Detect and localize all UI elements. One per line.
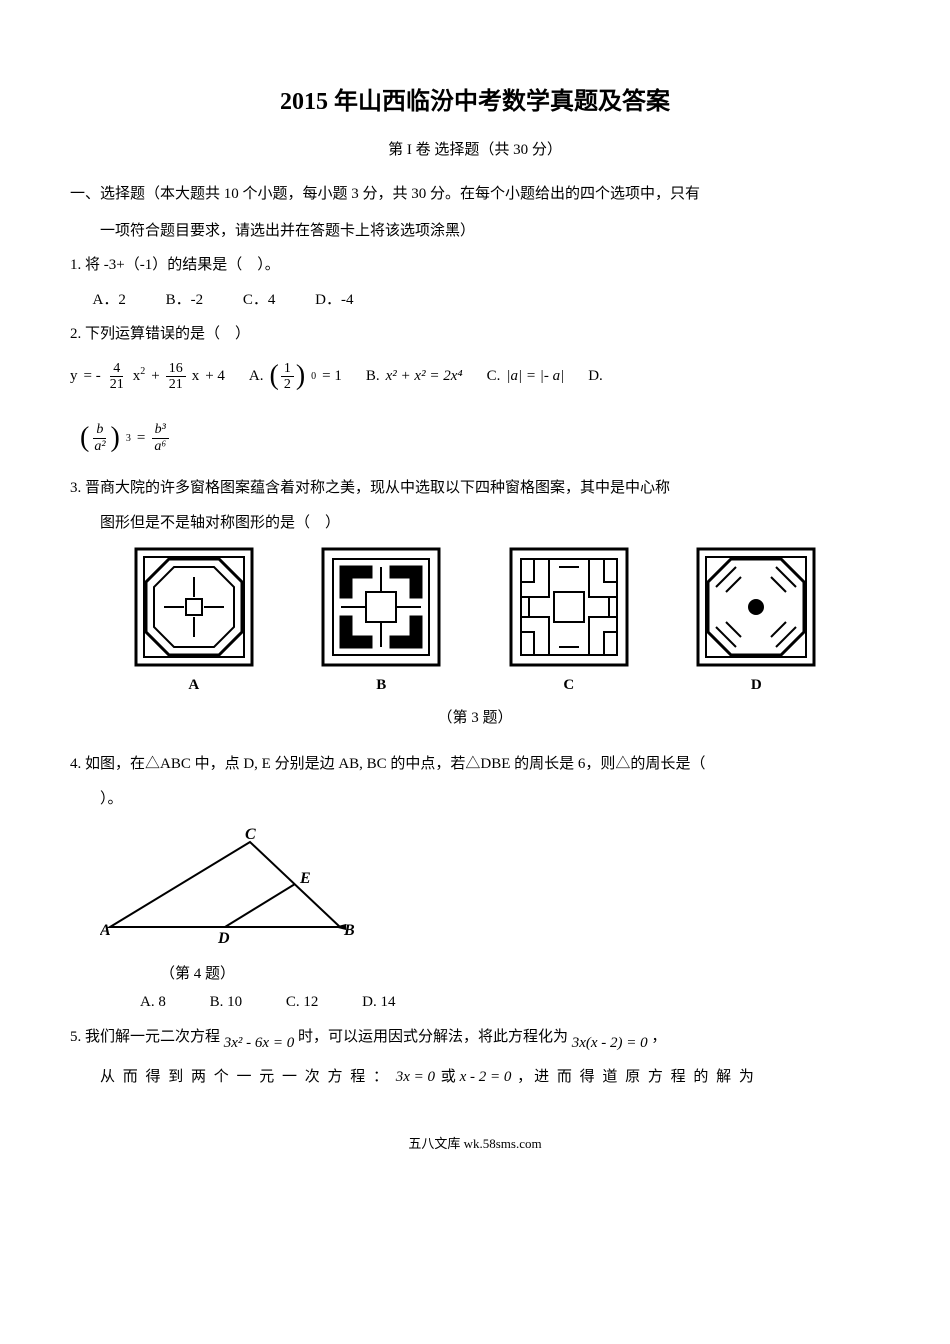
window-pattern-d bbox=[696, 547, 816, 667]
q1-options: A．2 B．-2 C．4 D．-4 bbox=[70, 286, 880, 315]
q3-label-c: C bbox=[509, 671, 629, 700]
fig-label-e: E bbox=[299, 870, 311, 887]
q2-lead-expr: y = - 421 x2 + 1621 x + 4 bbox=[70, 361, 225, 393]
q4-caption: （第 4 题） bbox=[70, 960, 880, 989]
q2-a-eq: = 1 bbox=[322, 362, 342, 391]
q3-fig-b: B bbox=[321, 547, 441, 700]
q2-option-d: (ba²) 3 = b³a⁶ bbox=[80, 422, 169, 454]
question-5-line1: 5. 我们解一元二次方程 3x² - 6x = 0 时，可以运用因式分解法，将此… bbox=[70, 1023, 880, 1058]
window-pattern-c bbox=[509, 547, 629, 667]
q2-d-paren: (ba²) bbox=[80, 422, 120, 454]
page-title: 2015 年山西临汾中考数学真题及答案 bbox=[70, 80, 880, 126]
q4-figure: A B C D E bbox=[100, 827, 880, 958]
q2-c-label: C. bbox=[487, 362, 501, 391]
q1-option-c: C．4 bbox=[243, 286, 276, 315]
q5-eq3: 3x = 0 bbox=[396, 1069, 435, 1085]
q5-text5: 或 bbox=[441, 1069, 460, 1085]
page-footer: 五八文库 wk.58sms.com bbox=[70, 1132, 880, 1157]
q3-label-a: A bbox=[134, 671, 254, 700]
q2-x: x bbox=[192, 362, 200, 391]
window-pattern-b bbox=[321, 547, 441, 667]
q3-fig-a: A bbox=[134, 547, 254, 700]
q3-label-b: B bbox=[321, 671, 441, 700]
q4-option-c: C. 12 bbox=[286, 988, 319, 1017]
q5-text3: ， bbox=[651, 1029, 666, 1045]
q2-frac1: 421 bbox=[107, 361, 127, 393]
q3-fig-d: D bbox=[696, 547, 816, 700]
q2-b-label: B. bbox=[366, 362, 380, 391]
q5-text2: 时，可以运用因式分解法，将此方程化为 bbox=[298, 1029, 568, 1045]
triangle-diagram: A B C D E bbox=[100, 827, 360, 947]
q2-math-row-2: (ba²) 3 = b³a⁶ bbox=[70, 422, 880, 454]
q2-a-paren: (12) bbox=[270, 361, 306, 393]
q2-a-exp: 0 bbox=[311, 367, 316, 386]
q2-option-b: B. x² + x² = 2x⁴ bbox=[366, 362, 463, 391]
section-head-line1: 一、选择题（本大题共 10 个小题，每小题 3 分，共 30 分。在每个小题给出… bbox=[70, 180, 880, 209]
q1-option-a: A．2 bbox=[93, 286, 126, 315]
q4-option-d: D. 14 bbox=[362, 988, 395, 1017]
q2-tail: + 4 bbox=[205, 362, 225, 391]
q4-option-b: B. 10 bbox=[210, 988, 243, 1017]
subtitle: 第 I 卷 选择题（共 30 分） bbox=[70, 136, 880, 165]
fig-label-b: B bbox=[343, 922, 355, 939]
q2-c-expr: |a| = |- a| bbox=[506, 362, 564, 391]
q2-x2: x2 bbox=[133, 362, 146, 391]
q2-plus1: + bbox=[151, 362, 159, 391]
q2-d-eq: = bbox=[137, 424, 145, 453]
q5-text4: 从 而 得 到 两 个 一 元 一 次 方 程 ： bbox=[100, 1069, 390, 1085]
q1-option-b: B．-2 bbox=[166, 286, 204, 315]
q3-caption: （第 3 题） bbox=[70, 704, 880, 733]
q2-d-result: b³a⁶ bbox=[151, 422, 169, 454]
q2-math-row-1: y = - 421 x2 + 1621 x + 4 A. (12) 0 = 1 B… bbox=[70, 361, 880, 393]
fig-label-a: A bbox=[100, 922, 111, 939]
window-pattern-a bbox=[134, 547, 254, 667]
q3-figures: A B bbox=[100, 547, 850, 700]
fig-label-d: D bbox=[217, 930, 230, 947]
q2-d-label: D. bbox=[588, 362, 603, 391]
q2-eq: = - bbox=[84, 362, 101, 391]
q5-text6: ，进 而 得 道 原 方 程 的 解 为 bbox=[517, 1069, 756, 1085]
question-3-line1: 3. 晋商大院的许多窗格图案蕴含着对称之美，现从中选取以下四种窗格图案，其中是中… bbox=[70, 474, 880, 503]
q2-option-c: C. |a| = |- a| bbox=[487, 362, 565, 391]
q2-option-a: A. (12) 0 = 1 bbox=[249, 361, 342, 393]
q2-y: y bbox=[70, 362, 78, 391]
q2-frac2: 1621 bbox=[166, 361, 186, 393]
q2-b-expr: x² + x² = 2x⁴ bbox=[386, 362, 463, 391]
q1-option-d: D．-4 bbox=[315, 286, 353, 315]
question-5-line2: 从 而 得 到 两 个 一 元 一 次 方 程 ： 3x = 0 或 x - 2… bbox=[70, 1063, 880, 1092]
question-1: 1. 将 -3+（-1）的结果是（ ）。 bbox=[70, 251, 880, 280]
q2-d-exp: 3 bbox=[126, 429, 131, 448]
question-4-tail: ）。 bbox=[70, 785, 880, 814]
section-head-line2: 一项符合题目要求，请选出并在答题卡上将该选项涂黑） bbox=[70, 217, 880, 246]
q5-text1: 5. 我们解一元二次方程 bbox=[70, 1029, 220, 1045]
q4-option-a: A. 8 bbox=[140, 988, 166, 1017]
q4-options: A. 8 B. 10 C. 12 D. 14 bbox=[70, 988, 880, 1017]
fig-label-c: C bbox=[245, 827, 256, 843]
q5-eq2: 3x(x - 2) = 0 bbox=[572, 1035, 648, 1051]
q5-eq4: x - 2 = 0 bbox=[460, 1069, 512, 1085]
q5-eq1: 3x² - 6x = 0 bbox=[224, 1035, 294, 1051]
q2-a-label: A. bbox=[249, 362, 264, 391]
question-4: 4. 如图，在△ABC 中，点 D, E 分别是边 AB, BC 的中点，若△D… bbox=[70, 750, 880, 779]
q3-label-d: D bbox=[696, 671, 816, 700]
question-3-line2: 图形但是不是轴对称图形的是（ ） bbox=[70, 509, 880, 538]
q2-option-d-label: D. bbox=[588, 362, 603, 391]
q3-fig-c: C bbox=[509, 547, 629, 700]
question-2: 2. 下列运算错误的是（ ） bbox=[70, 320, 880, 349]
